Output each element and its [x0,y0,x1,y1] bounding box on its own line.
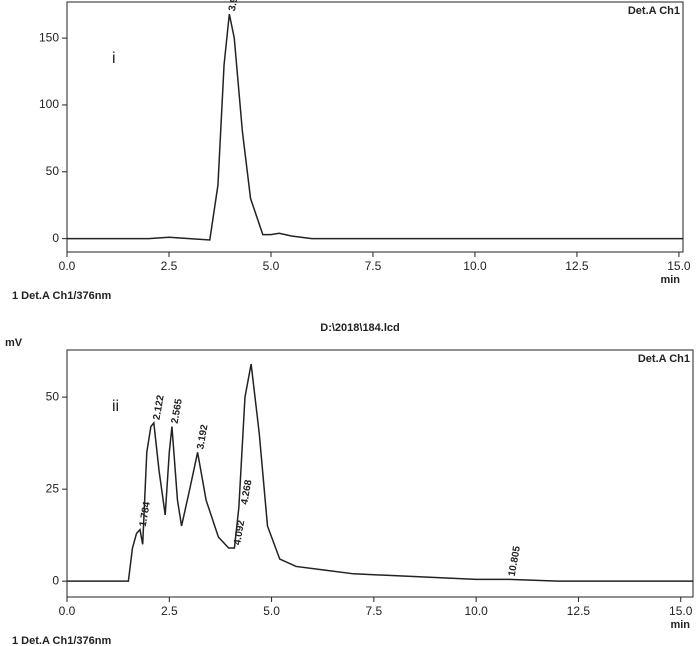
x-tick-label: 0.0 [59,604,76,618]
legend-entry: 1 Det.A Ch1/376nm [12,635,111,646]
x-tick-label: 2.5 [161,259,178,273]
x-tick-label: 12.5 [565,259,589,273]
x-tick-label: 7.5 [366,604,383,618]
y-tick-label: 0 [52,231,59,245]
peak-label: 3.192 [195,423,210,450]
x-tick-label: 15.0 [667,259,691,273]
x-axis-label: min [670,619,690,631]
y-tick-label: 150 [39,30,59,44]
x-tick-label: 10.0 [464,604,488,618]
x-tick-label: 5.0 [263,259,280,273]
corner-label: Det.A Ch1 [638,353,690,365]
panel-label: i [112,50,116,67]
y-tick-label: 25 [46,481,60,495]
plot-frame [66,349,694,598]
chart-title: D:\2018\184.lcd [320,322,400,334]
x-tick-label: 15.0 [669,604,693,618]
legend-entry: 1 Det.A Ch1/376nm [12,290,111,302]
y-axis-label: mV [5,337,23,349]
peak-label: 4.092 [232,519,247,546]
plot-frame [66,1,684,253]
chromatogram-line [67,363,693,582]
peak-label: 4.268 [239,479,254,506]
peak-label: 10.805 [507,545,523,577]
y-tick-label: 50 [46,389,60,403]
x-tick-label: 12.5 [567,604,591,618]
peak-label: 2.565 [170,398,185,425]
corner-label: Det.A Ch1 [628,5,680,17]
peak-label: 1.784 [138,501,153,528]
chromatogram-line [67,13,683,241]
y-tick-label: 50 [46,164,60,178]
x-tick-label: 5.0 [263,604,280,618]
x-tick-label: 7.5 [365,259,382,273]
panel-label: ii [112,398,119,415]
x-axis-label: min [660,274,680,286]
y-tick-label: 0 [52,573,59,587]
x-tick-label: 10.0 [463,259,487,273]
x-tick-label: 2.5 [161,604,178,618]
y-tick-label: 100 [39,97,59,111]
peak-label: 2.122 [152,394,167,421]
x-tick-label: 0.0 [59,259,76,273]
